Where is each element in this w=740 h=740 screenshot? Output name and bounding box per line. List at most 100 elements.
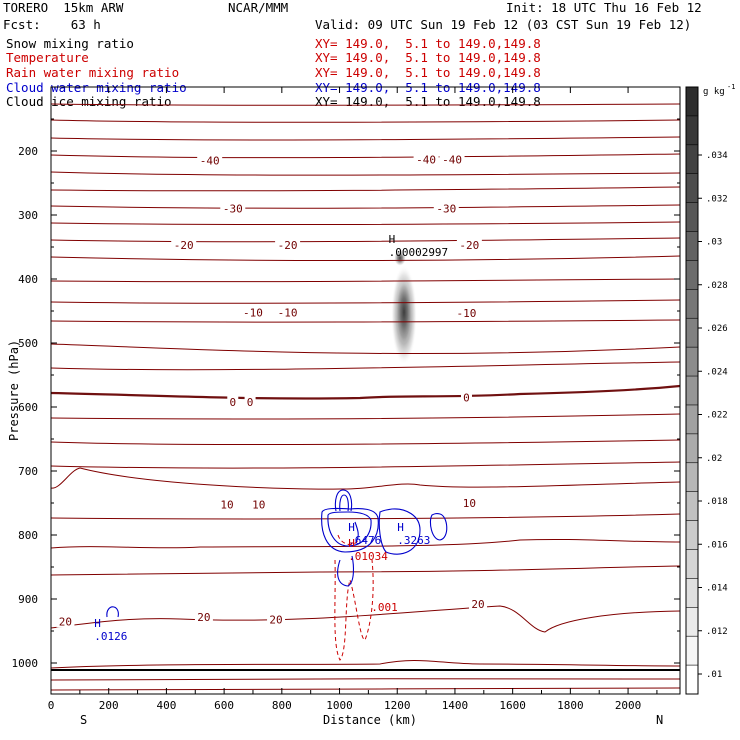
x-tick-label: 0 [48, 699, 55, 712]
x-tick-label: 1000 [326, 699, 353, 712]
x-tick-label: 1400 [442, 699, 469, 712]
colorbar-cell [686, 173, 698, 204]
temp-label: 10 [463, 497, 476, 510]
south-label: S [80, 713, 88, 727]
temp-label: -40 [200, 155, 220, 168]
temperature-contours [51, 103, 680, 691]
field-xy-snow: XY= 149.0, 5.1 to 149.0,149.8 [315, 36, 541, 51]
y-tick-label: 200 [18, 145, 38, 158]
y-tick-label: 600 [18, 401, 38, 414]
valid-time: Valid: 09 UTC Sun 19 Feb 12 (03 CST Sun … [315, 17, 692, 32]
temp-label: -10 [278, 306, 298, 319]
temp-label-bg [171, 239, 197, 252]
x-tick-label: 200 [99, 699, 119, 712]
y-axis-label: Pressure (hPa) [7, 339, 21, 441]
temp-label-bg [275, 239, 301, 252]
maximum-value: .0126 [94, 630, 127, 643]
maximum-value: .001 [371, 601, 398, 614]
x-tick-label: 2000 [615, 699, 642, 712]
temp-label: 20 [269, 613, 282, 626]
colorbar-cell [686, 260, 698, 290]
colorbar-cell [686, 607, 698, 637]
temp-label: 20 [59, 615, 72, 628]
temp-label-bg [460, 497, 479, 509]
colorbar-unit: g kg [703, 87, 725, 97]
temp-label: 0 [463, 391, 470, 404]
colorbar-cell [686, 347, 698, 377]
colorbar-tick-label: .026 [706, 324, 728, 334]
temp-label: -20 [459, 239, 479, 252]
field-xy-rain: XY= 149.0, 5.1 to 149.0,149.8 [315, 65, 541, 80]
colorbar-cell [686, 231, 698, 261]
temp-label: -10 [243, 306, 263, 319]
temp-label-bg [275, 306, 301, 319]
cloud-water-contours [106, 489, 448, 618]
maximum-marker: H [94, 617, 101, 630]
field-name-rain: Rain water mixing ratio [6, 65, 180, 80]
colorbar-tick-label: .034 [706, 151, 728, 161]
colorbar-cell [686, 549, 698, 579]
temp-label-bg [460, 391, 472, 404]
colorbar-tick-label: .016 [706, 540, 728, 550]
snow-shading [391, 250, 417, 365]
temp-label-bg [244, 395, 256, 408]
x-axis: 0 200 400 600 800 1000 1200 1400 1600 1800 2000 [48, 87, 658, 712]
temp-label-bg [218, 498, 237, 511]
temp-label-bg [240, 306, 266, 319]
colorbar-tick-label: .012 [706, 627, 728, 637]
temperature-labels: -40 -40 -40-30 -30-20 -20 -20-10 -10 -100 0 010 10… [56, 153, 488, 628]
temp-label-bg [227, 395, 239, 408]
temp-label-bg [456, 239, 482, 252]
colorbar-tick-label: .028 [706, 281, 728, 291]
temp-label-bg [453, 306, 479, 319]
temp-label-bg [413, 153, 439, 166]
field-xy-temperature: XY= 149.0, 5.1 to 149.0,149.8 [315, 50, 541, 65]
north-label: N [656, 713, 664, 727]
field-name-snow: Snow mixing ratio [6, 36, 134, 51]
maximum-value: .6476 [348, 534, 381, 547]
maximum-marker: H [348, 537, 355, 550]
colorbar-cell [686, 376, 698, 406]
maximum-value: .00002997 [389, 246, 449, 259]
colorbar-cell [686, 520, 698, 550]
temp-label: -20 [174, 239, 194, 252]
x-tick-label: 400 [156, 699, 176, 712]
temp-label-bg [439, 153, 465, 166]
x-tick-label: 1600 [499, 699, 526, 712]
maximum-value: .01034 [348, 550, 388, 563]
temp-label-bg [249, 498, 268, 511]
colorbar-frame [685, 86, 699, 695]
colorbar-tick-label: .022 [706, 411, 728, 421]
colorbar-cell [686, 87, 698, 117]
y-tick-label: 500 [18, 337, 38, 350]
maximum-value: .3263 [397, 534, 430, 547]
temp-label: 20 [197, 611, 210, 624]
temp-label: -40 [442, 153, 462, 166]
colorbar-unit-exponent: -1 [727, 83, 735, 91]
colorbar-cell [686, 636, 698, 666]
colorbar-tick-label: .01 [706, 670, 722, 680]
colorbar-cell [686, 115, 698, 146]
y-tick-label: 700 [18, 465, 38, 478]
plot-frame [50, 86, 681, 695]
forecast-hour: Fcst: 63 h [3, 17, 101, 32]
y-tick-label: 300 [18, 209, 38, 222]
colorbar-cell [686, 202, 698, 233]
colorbar-cell [686, 578, 698, 608]
maximum-marker: H [348, 521, 355, 534]
temp-label: 0 [229, 396, 236, 409]
colorbar-cell [686, 404, 698, 435]
colorbar-tick-label: .024 [706, 367, 728, 377]
y-tick-label: 1000 [12, 657, 39, 670]
temp-label-bg [433, 202, 459, 215]
y-tick-label: 400 [18, 273, 38, 286]
x-tick-label: 1200 [384, 699, 411, 712]
colorbar-tick-label: .014 [706, 584, 728, 594]
temp-label-bg [220, 202, 246, 215]
temp-label: -30 [223, 203, 243, 216]
y-tick-label: 900 [18, 593, 38, 606]
temp-label: -40 [416, 153, 436, 166]
temp-label: -30 [436, 203, 456, 216]
